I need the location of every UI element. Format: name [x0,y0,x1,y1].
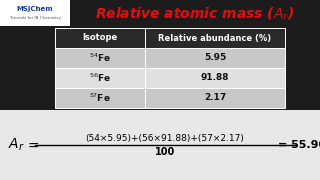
Text: MSJChem: MSJChem [17,6,53,12]
Text: 91.88: 91.88 [201,73,229,82]
Bar [55,68,285,88]
Text: $^{54}$Fe: $^{54}$Fe [89,52,111,64]
Text: Isotope: Isotope [82,33,118,42]
Text: $A_r$: $A_r$ [8,137,25,153]
Text: (54×5.95)+(56×91.88)+(57×2.17): (54×5.95)+(56×91.88)+(57×2.17) [85,134,244,143]
Bar [55,88,285,108]
Text: 2.17: 2.17 [204,93,226,102]
Bar [55,48,285,68]
Text: $^{57}$Fe: $^{57}$Fe [89,92,111,104]
Bar [0,110,320,180]
Text: $=$: $=$ [25,138,40,152]
Text: 5.95: 5.95 [204,53,226,62]
Text: Relative atomic mass ($A_r$): Relative atomic mass ($A_r$) [95,5,295,23]
Bar [55,28,285,48]
Bar [0,0,70,26]
Text: $^{56}$Fe: $^{56}$Fe [89,72,111,84]
Text: = 55.90: = 55.90 [278,140,320,150]
Text: Relative abundance (%): Relative abundance (%) [158,33,272,42]
Text: Tutorials for IB Chemistry: Tutorials for IB Chemistry [9,16,61,20]
Text: 100: 100 [155,147,175,157]
